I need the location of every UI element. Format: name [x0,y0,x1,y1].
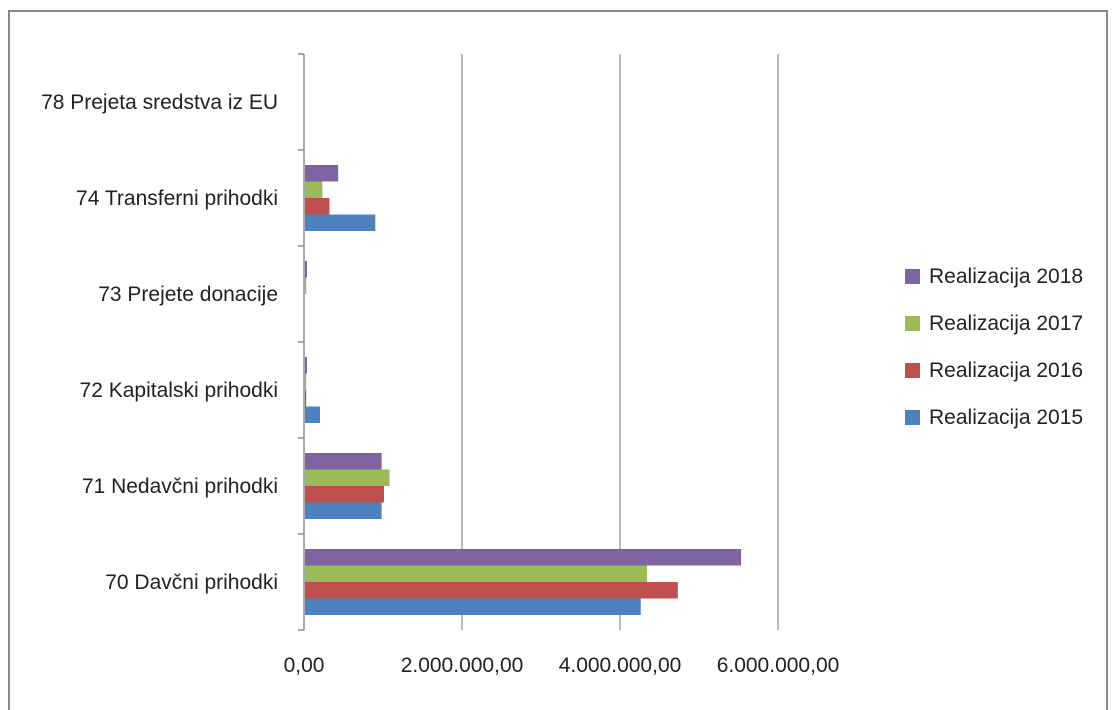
bar-realizacija-2015 [305,598,641,615]
x-tick-label: 6.000.000,00 [717,654,840,676]
category-label: 78 Prejeta sredstva iz EU [41,91,278,114]
x-tick-label: 2.000.000,00 [401,654,524,676]
bar-realizacija-2018 [305,261,307,278]
bar-realizacija-2017 [305,565,648,582]
legend-label: Realizacija 2015 [929,406,1083,429]
bar-realizacija-2015 [305,502,382,519]
bar-realizacija-2018 [305,165,339,182]
bar-realizacija-2017 [305,373,307,390]
bar-realizacija-2016 [305,198,330,215]
legend-label: Realizacija 2016 [929,359,1083,382]
category-label: 70 Davčni prihodki [105,571,278,594]
bar-realizacija-2015 [305,406,321,423]
bar-realizacija-2017 [305,181,323,198]
bar-realizacija-2016 [305,390,307,407]
bar-realizacija-2017 [305,277,307,294]
bar-realizacija-2018 [305,453,382,470]
bar-realizacija-2016 [305,486,384,503]
legend-label: Realizacija 2017 [929,312,1083,335]
legend-swatch [905,363,920,378]
bar-chart: 70 Davčni prihodki 71 Nedavčni prihodki 72… [41,53,1083,676]
bar-realizacija-2017 [305,469,390,486]
category-label: 73 Prejete donacije [98,283,278,306]
legend-swatch [905,316,920,331]
x-tick-label: 0,00 [284,654,325,676]
bar-realizacija-2016 [305,582,678,599]
category-label: 74 Transferni prihodki [76,187,278,210]
legend-swatch [905,269,920,284]
bar-realizacija-2018 [305,549,742,566]
legend-swatch [905,410,920,425]
legend-label: Realizacija 2018 [929,265,1083,288]
x-tick-label: 4.000.000,00 [559,654,682,676]
category-label: 71 Nedavčni prihodki [82,475,278,498]
bar-realizacija-2015 [305,214,376,231]
category-label: 72 Kapitalski prihodki [80,379,278,402]
bar-realizacija-2018 [305,357,307,374]
